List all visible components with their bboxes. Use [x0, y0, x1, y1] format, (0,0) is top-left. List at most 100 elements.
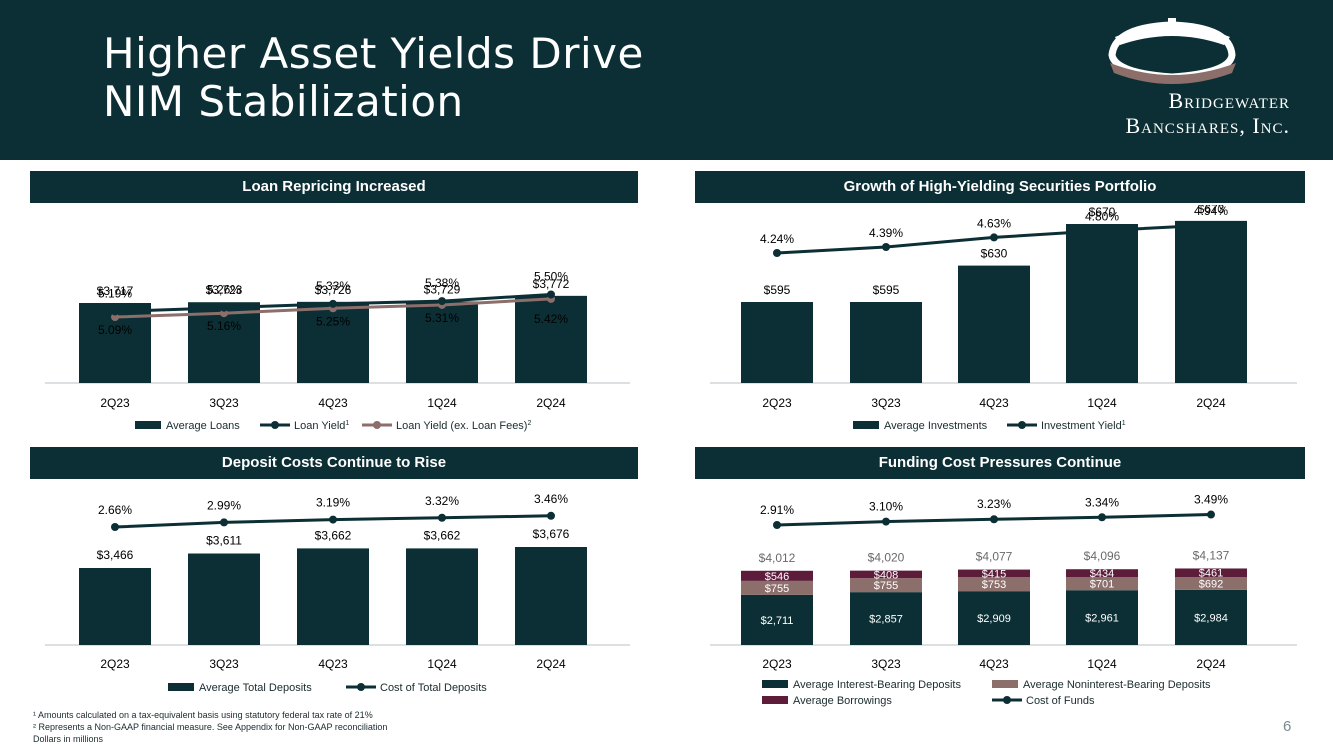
legend-label-1: Loan Yield1 — [294, 420, 349, 432]
bar-label-borrowings: $461 — [1199, 568, 1223, 580]
x-tick-label: 2Q24 — [1196, 657, 1226, 671]
data-label-cost-of-funds: 3.49% — [1194, 493, 1228, 507]
x-tick-label: 2Q24 — [1196, 396, 1226, 410]
point-cost-of-funds — [882, 517, 890, 526]
x-tick-label: 1Q24 — [427, 657, 457, 671]
point-loan-yield — [547, 290, 555, 299]
bar-label: $3,662 — [315, 528, 352, 542]
legend-swatch-1 — [992, 680, 1018, 688]
data-label-cost-of-funds: 3.23% — [977, 497, 1011, 511]
point-investment-yield — [1098, 226, 1106, 235]
data-label-loan-yield: 5.26% — [207, 283, 241, 297]
x-tick-label: 4Q23 — [318, 657, 348, 671]
data-label-cost-of-total-deposits: 3.19% — [316, 496, 350, 510]
bar-borrowings — [850, 570, 922, 579]
data-label-loan-yield: 5.50% — [534, 270, 568, 284]
legend-swatch-0 — [853, 421, 879, 429]
point-cost-of-total-deposits — [111, 523, 119, 531]
bar-label: $630 — [981, 247, 1008, 261]
bar-average-total-deposits — [297, 548, 369, 645]
data-label-cost-of-funds: 2.91% — [760, 503, 794, 517]
point-loan-yield-ex-fees — [220, 309, 228, 318]
legend-label-0: Average Investments — [884, 420, 988, 432]
bar-interest-bearing-deposits — [850, 592, 922, 645]
legend-marker-1 — [357, 683, 365, 691]
x-tick-label: 2Q23 — [762, 657, 792, 671]
x-tick-label: 1Q24 — [427, 396, 457, 410]
legend-marker-1 — [271, 421, 279, 429]
bar-average-total-deposits — [79, 568, 151, 645]
securities-panel-title: Growth of High-Yielding Securities Portf… — [695, 171, 1305, 203]
data-label-cost-of-funds: 3.10% — [869, 500, 903, 514]
bar-borrowings — [958, 569, 1030, 578]
bar-noninterest-bearing-deposits — [850, 578, 922, 593]
bar-interest-bearing-deposits — [1175, 589, 1247, 645]
bar-label-borrowings: $434 — [1090, 568, 1114, 580]
data-label-investment-yield: 4.80% — [1085, 210, 1119, 224]
bar-label: $595 — [764, 283, 791, 297]
bar-label: $3,723 — [206, 283, 243, 297]
data-label-cost-of-total-deposits: 2.99% — [207, 498, 241, 512]
legend-label-1: Cost of Total Deposits — [380, 682, 487, 694]
bar-borrowings — [1175, 568, 1247, 577]
data-label-cost-of-funds: 3.34% — [1085, 495, 1119, 509]
bar-label-interest-bearing: $2,961 — [1085, 613, 1119, 625]
x-tick-label: 2Q23 — [100, 396, 130, 410]
bar-average-total-deposits — [188, 553, 260, 645]
bar-total-label: $4,077 — [976, 550, 1013, 564]
x-tick-label: 3Q23 — [209, 396, 239, 410]
bar-average-loans — [406, 301, 478, 383]
securities-chart: $595 2Q23 $595 3Q23 $630 4Q23 $670 1Q24 $673 2Q24… — [710, 205, 1297, 432]
point-cost-of-total-deposits — [329, 515, 337, 524]
data-label-cost-of-total-deposits: 3.46% — [534, 492, 568, 506]
bar-label-borrowings: $546 — [765, 571, 789, 583]
legend-label-1: Investment Yield1 — [1041, 420, 1126, 432]
bar-interest-bearing-deposits — [741, 594, 813, 645]
footnotes: ¹ Amounts calculated on a tax-equivalent… — [33, 709, 387, 745]
bar-average-investments — [1175, 220, 1247, 383]
point-cost-of-funds — [773, 521, 781, 529]
point-cost-of-funds — [1207, 510, 1215, 519]
footnote-2: ² Represents a Non-GAAP financial measur… — [33, 722, 388, 732]
bar-noninterest-bearing-deposits — [1066, 577, 1138, 591]
bar-label: $3,662 — [424, 528, 461, 542]
page-title: Higher Asset Yields Drive NIM Stabilizat… — [103, 30, 644, 126]
x-tick-label: 2Q24 — [536, 396, 566, 410]
data-label-cost-of-total-deposits: 2.66% — [98, 503, 132, 517]
data-label-loan-yield-ex-fees: 5.31% — [425, 311, 459, 325]
data-label-loan-yield-ex-fees: 5.09% — [98, 323, 132, 337]
point-loan-yield — [111, 307, 119, 316]
point-cost-of-total-deposits — [547, 511, 555, 520]
bar-label-noninterest-bearing: $755 — [765, 583, 789, 595]
bar-total-label: $4,012 — [759, 551, 796, 565]
footnote-1: ¹ Amounts calculated on a tax-equivalent… — [33, 710, 373, 720]
data-label-investment-yield: 4.63% — [977, 216, 1011, 230]
bar-label: $3,726 — [315, 283, 352, 297]
page-number: 6 — [1283, 718, 1292, 735]
legend-marker-2 — [373, 421, 381, 429]
legend-label-2: Loan Yield (ex. Loan Fees)2 — [396, 420, 531, 432]
legend-label-0: Average Interest-Bearing Deposits — [793, 679, 961, 691]
bank-logo-icon — [1108, 18, 1236, 84]
bar-label-noninterest-bearing: $755 — [874, 580, 898, 592]
page-title-line1: Higher Asset Yields Drive — [103, 29, 644, 78]
legend-label-3: Cost of Funds — [1026, 695, 1095, 707]
header-banner: Higher Asset Yields Drive NIM Stabilizat… — [0, 0, 1333, 160]
bar-label-borrowings: $415 — [982, 568, 1006, 580]
bar-noninterest-bearing-deposits — [958, 577, 1030, 592]
bar-label-noninterest-bearing: $692 — [1199, 578, 1223, 590]
logo-line1: Bridgewater — [1168, 88, 1290, 113]
x-tick-label: 4Q23 — [318, 396, 348, 410]
point-investment-yield — [882, 243, 890, 251]
x-tick-label: 4Q23 — [979, 657, 1009, 671]
legend-swatch-2 — [762, 696, 788, 704]
bar-average-investments — [1066, 224, 1138, 383]
x-tick-label: 3Q23 — [871, 396, 901, 410]
data-label-loan-yield: 5.19% — [98, 287, 132, 301]
bar-interest-bearing-deposits — [1066, 590, 1138, 645]
point-cost-of-total-deposits — [220, 518, 228, 527]
bar-label-interest-bearing: $2,984 — [1194, 612, 1228, 624]
bar-borrowings — [1066, 569, 1138, 578]
bar-average-investments — [958, 265, 1030, 383]
logo-wordmark: Bridgewater Bancshares, Inc. — [1060, 88, 1290, 138]
